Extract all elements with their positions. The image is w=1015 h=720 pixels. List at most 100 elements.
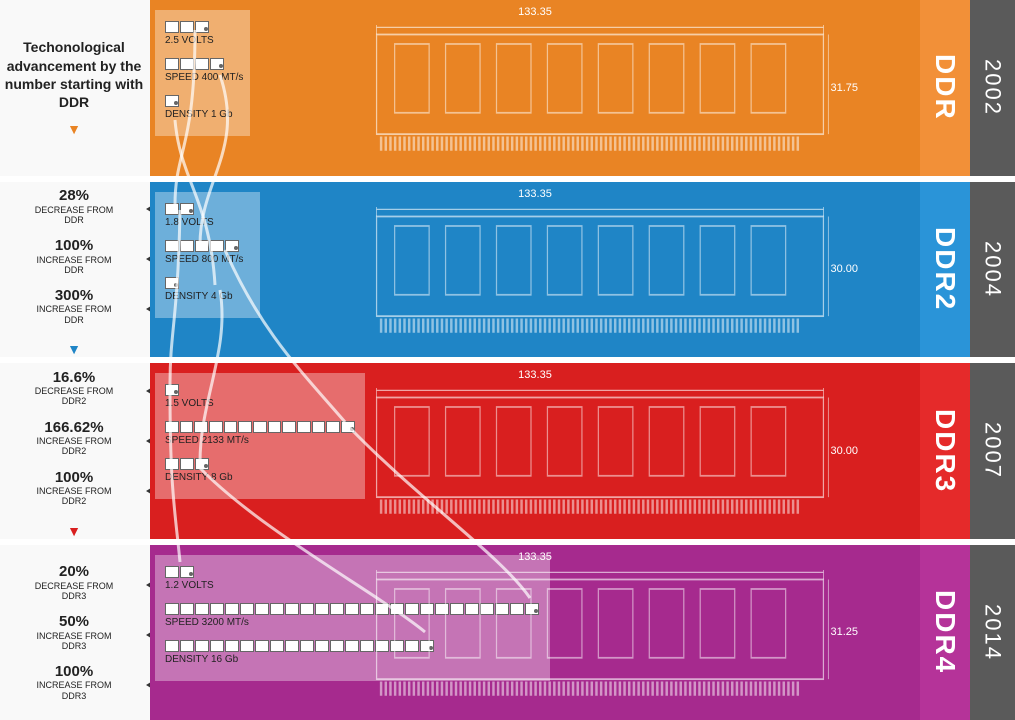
volts-label: 1.5 VOLTS — [165, 398, 355, 409]
indicator-box — [341, 421, 355, 433]
indicator-box — [225, 240, 239, 252]
stat-ddr3-1: 166.62% INCREASE FROM DDR2 — [2, 419, 146, 457]
stat-value: 20% — [2, 563, 146, 580]
year-strip-ddr3: 2007 — [970, 363, 1015, 539]
ram-illustration — [370, 207, 830, 338]
spec-volts: 1.5 VOLTS — [165, 384, 355, 409]
stat-value: 50% — [2, 613, 146, 630]
stat-ref: DDR — [64, 215, 84, 225]
left-col-ddr3: 16.6% DECREASE FROM DDR2 166.62% INCREAS… — [0, 363, 150, 539]
stat-ddr4-0: 20% DECREASE FROM DDR3 — [2, 563, 146, 601]
row-ddr2: 28% DECREASE FROM DDR 100% INCREASE FROM… — [0, 182, 1015, 358]
indicator-box — [180, 640, 194, 652]
indicator-box — [165, 240, 179, 252]
spec-density: DENSITY 8 Gb — [165, 458, 355, 483]
indicator-box — [180, 240, 194, 252]
height-label: 31.25 — [830, 626, 858, 638]
width-label: 133.35 — [518, 188, 552, 200]
indicator-box — [315, 640, 329, 652]
indicator-box — [240, 603, 254, 615]
stat-value: 100% — [2, 469, 146, 486]
speed-label: SPEED 2133 MT/s — [165, 435, 355, 446]
indicator-box — [195, 603, 209, 615]
indicator-box — [326, 421, 340, 433]
indicator-box — [180, 566, 194, 578]
chevron-down-icon: ▼ — [2, 341, 146, 357]
band-ddr3: 133.35 1.5 VOLTS SPEED 2133 MT/s DENSITY… — [150, 363, 920, 539]
indicator-box — [195, 58, 209, 70]
indicator-box — [180, 421, 194, 433]
height-label: 30.00 — [830, 445, 858, 457]
indicator-box — [165, 566, 179, 578]
indicator-box — [195, 640, 209, 652]
indicator-box — [330, 603, 344, 615]
stat-dir: INCREASE FROM — [36, 680, 111, 690]
stat-dir: INCREASE FROM — [36, 304, 111, 314]
spec-panel-ddr3: 1.5 VOLTS SPEED 2133 MT/s DENSITY 8 Gb — [155, 373, 365, 499]
year-strip-ddr: 2002 — [970, 0, 1015, 176]
stat-value: 28% — [2, 187, 146, 204]
indicator-box — [180, 603, 194, 615]
stat-ddr4-1: 50% INCREASE FROM DDR3 — [2, 613, 146, 651]
band-ddr2: 133.35 1.8 VOLTS SPEED 800 MT/s DENSITY … — [150, 182, 920, 358]
density-label: DENSITY 8 Gb — [165, 472, 355, 483]
spec-volts: 1.8 VOLTS — [165, 203, 250, 228]
indicator-box — [165, 58, 179, 70]
indicator-box — [180, 21, 194, 33]
stat-ref: DDR3 — [62, 691, 87, 701]
width-label: 133.35 — [518, 6, 552, 18]
spec-speed: SPEED 400 MT/s — [165, 58, 240, 83]
indicator-box — [240, 640, 254, 652]
stat-ddr2-0: 28% DECREASE FROM DDR — [2, 187, 146, 225]
stat-dir: INCREASE FROM — [36, 436, 111, 446]
indicator-box — [180, 203, 194, 215]
indicator-box — [165, 95, 179, 107]
spec-density: DENSITY 1 Gb — [165, 95, 240, 120]
row-ddr3: 16.6% DECREASE FROM DDR2 166.62% INCREAS… — [0, 363, 1015, 539]
indicator-box — [255, 603, 269, 615]
stat-value: 16.6% — [2, 369, 146, 386]
name-strip-ddr3: DDR3 — [920, 363, 970, 539]
indicator-box — [282, 421, 296, 433]
chevron-down-icon: ▼ — [2, 121, 146, 137]
indicator-box — [297, 421, 311, 433]
indicator-box — [210, 240, 224, 252]
stat-value: 166.62% — [2, 419, 146, 436]
indicator-box — [268, 421, 282, 433]
indicator-box — [300, 603, 314, 615]
stat-value: 100% — [2, 237, 146, 254]
indicator-box — [210, 603, 224, 615]
indicator-box — [165, 421, 179, 433]
name-strip-ddr4: DDR4 — [920, 545, 970, 720]
stat-dir: INCREASE FROM — [36, 631, 111, 641]
height-label: 31.75 — [830, 82, 858, 94]
stat-dir: INCREASE FROM — [36, 486, 111, 496]
stat-ref: DDR — [64, 265, 84, 275]
stat-ref: DDR3 — [62, 641, 87, 651]
indicator-box — [180, 458, 194, 470]
intro-text: Techonological advancement by the number… — [2, 38, 146, 111]
indicator-box — [315, 603, 329, 615]
indicator-box — [312, 421, 326, 433]
indicator-box — [180, 58, 194, 70]
band-ddr: 133.35 2.5 VOLTS SPEED 400 MT/s DENSITY … — [150, 0, 920, 176]
spec-density: DENSITY 4 Gb — [165, 277, 250, 302]
spec-panel-ddr: 2.5 VOLTS SPEED 400 MT/s DENSITY 1 Gb — [155, 10, 250, 136]
left-col-ddr2: 28% DECREASE FROM DDR 100% INCREASE FROM… — [0, 182, 150, 358]
stat-ddr2-2: 300% INCREASE FROM DDR — [2, 287, 146, 325]
indicator-box — [300, 640, 314, 652]
indicator-box — [165, 277, 179, 289]
speed-label: SPEED 400 MT/s — [165, 72, 240, 83]
indicator-box — [225, 640, 239, 652]
indicator-box — [165, 203, 179, 215]
indicator-box — [224, 421, 238, 433]
volts-label: 1.8 VOLTS — [165, 217, 250, 228]
stat-ddr2-1: 100% INCREASE FROM DDR — [2, 237, 146, 275]
left-col-ddr: Techonological advancement by the number… — [0, 0, 150, 176]
spec-speed: SPEED 800 MT/s — [165, 240, 250, 265]
ram-illustration — [370, 570, 830, 701]
indicator-box — [345, 640, 359, 652]
indicator-box — [209, 421, 223, 433]
indicator-box — [285, 603, 299, 615]
stat-dir: DECREASE FROM — [35, 205, 114, 215]
